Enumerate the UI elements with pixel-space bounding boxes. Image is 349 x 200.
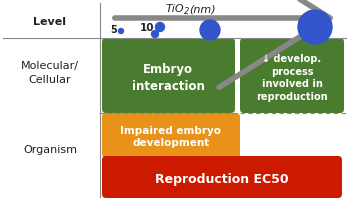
FancyBboxPatch shape bbox=[102, 38, 235, 113]
Text: Level: Level bbox=[34, 17, 67, 27]
Text: Reproduction EC50: Reproduction EC50 bbox=[155, 172, 289, 186]
Text: Molecular/
Cellular: Molecular/ Cellular bbox=[21, 61, 79, 85]
Text: 5: 5 bbox=[110, 25, 117, 35]
Text: (nm): (nm) bbox=[189, 4, 216, 14]
Circle shape bbox=[156, 22, 164, 31]
FancyBboxPatch shape bbox=[102, 113, 240, 158]
Circle shape bbox=[298, 10, 332, 44]
Text: Embryo
interaction: Embryo interaction bbox=[132, 63, 205, 93]
Circle shape bbox=[151, 30, 158, 38]
FancyBboxPatch shape bbox=[102, 156, 342, 198]
Text: 10: 10 bbox=[140, 23, 155, 33]
Text: Impaired embryo
development: Impaired embryo development bbox=[120, 126, 222, 148]
FancyBboxPatch shape bbox=[240, 38, 344, 113]
Circle shape bbox=[119, 28, 124, 33]
Text: 2: 2 bbox=[184, 7, 190, 17]
Text: ↓ develop.
process
involved in
reproduction: ↓ develop. process involved in reproduct… bbox=[256, 54, 328, 102]
Text: TiO: TiO bbox=[166, 4, 185, 14]
FancyArrowPatch shape bbox=[115, 0, 330, 87]
Circle shape bbox=[200, 20, 220, 40]
Text: Organism: Organism bbox=[23, 145, 77, 155]
